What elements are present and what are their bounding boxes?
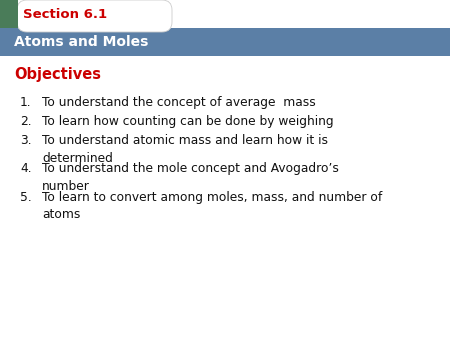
Text: 3.: 3. — [20, 134, 32, 147]
Text: Section 6.1: Section 6.1 — [23, 7, 107, 21]
Text: To learn to convert among moles, mass, and number of
atoms: To learn to convert among moles, mass, a… — [42, 191, 382, 221]
FancyBboxPatch shape — [17, 0, 172, 32]
Text: To learn how counting can be done by weighing: To learn how counting can be done by wei… — [42, 115, 333, 128]
Text: 4.: 4. — [20, 162, 32, 175]
Text: Atoms and Moles: Atoms and Moles — [14, 35, 148, 49]
Text: 1.: 1. — [20, 96, 32, 109]
Text: To understand the mole concept and Avogadro’s
number: To understand the mole concept and Avoga… — [42, 162, 339, 193]
Text: To understand atomic mass and learn how it is
determined: To understand atomic mass and learn how … — [42, 134, 328, 165]
Text: 2.: 2. — [20, 115, 32, 128]
Bar — [0, 0, 18, 28]
Text: Objectives: Objectives — [14, 67, 101, 82]
Text: 5.: 5. — [20, 191, 32, 204]
Text: To understand the concept of average  mass: To understand the concept of average mas… — [42, 96, 316, 109]
Bar — [0, 28, 450, 56]
